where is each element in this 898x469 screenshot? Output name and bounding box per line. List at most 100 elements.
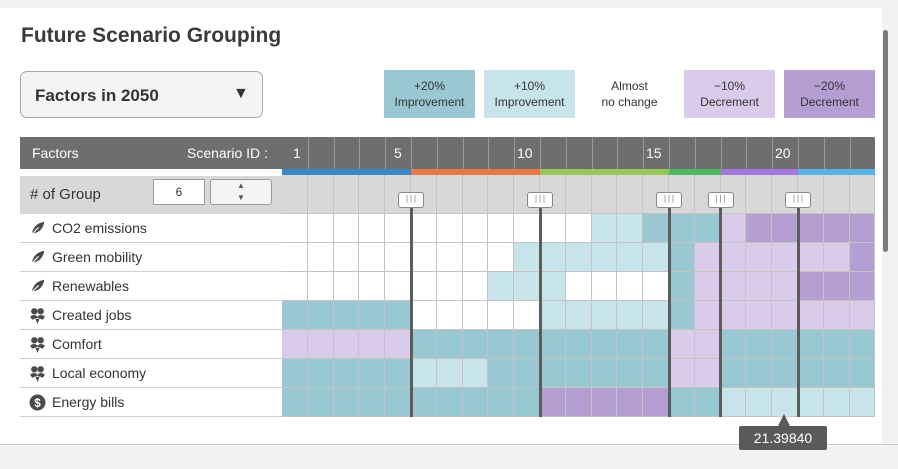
scenario-cell xyxy=(643,272,669,301)
scenario-cell xyxy=(746,243,773,272)
group-divider[interactable] xyxy=(719,200,723,417)
scenario-cell xyxy=(591,272,618,301)
factor-label: Comfort xyxy=(52,336,102,352)
header-column-separator xyxy=(565,137,567,169)
header-column-separator xyxy=(720,137,722,169)
vertical-scrollbar[interactable] xyxy=(883,30,888,252)
scenario-cell xyxy=(591,330,618,359)
group-divider-handle[interactable]: ∣∣∣ xyxy=(398,192,424,208)
scenario-cell xyxy=(514,330,540,359)
scenario-id-10: 10 xyxy=(517,145,533,161)
group-cell xyxy=(565,175,592,214)
scenario-cell xyxy=(669,214,695,243)
scenario-cell xyxy=(643,301,669,330)
legend-text: Improvement xyxy=(394,95,465,109)
group-divider[interactable] xyxy=(796,200,800,417)
scenario-cell xyxy=(720,214,747,243)
scenario-cell xyxy=(462,359,489,388)
scenario-cell xyxy=(359,330,386,359)
scenario-cell xyxy=(849,301,876,330)
scenario-cell xyxy=(514,301,540,330)
header-column-separator xyxy=(617,137,619,169)
scenario-cell xyxy=(488,388,515,417)
group-divider[interactable] xyxy=(538,200,542,417)
scenario-cell xyxy=(643,388,669,417)
group-count-stepper[interactable]: ▲ ▼ xyxy=(210,179,272,205)
factor-row-energy-bills: $ Energy bills xyxy=(20,388,282,417)
group-cell xyxy=(307,175,334,214)
scenario-cell xyxy=(772,243,798,272)
stepper-down-icon[interactable]: ▼ xyxy=(237,193,245,202)
scenario-cell xyxy=(514,359,540,388)
people-icon xyxy=(30,337,45,353)
scenario-cell xyxy=(359,214,386,243)
scenario-cell xyxy=(720,272,747,301)
header-column-separator xyxy=(591,137,593,169)
scenario-cell xyxy=(772,359,798,388)
scenario-cell xyxy=(514,214,540,243)
scenario-cell xyxy=(617,330,644,359)
scenario-cell xyxy=(591,214,618,243)
header-column-separator xyxy=(798,137,799,169)
scenario-cell xyxy=(823,214,850,243)
scenario-cell xyxy=(307,243,334,272)
scenario-cell xyxy=(591,359,618,388)
scenario-cell xyxy=(282,301,308,330)
group-divider-handle[interactable]: ∣∣∣ xyxy=(785,192,811,208)
legend-value: +10% xyxy=(513,79,546,93)
scenario-cell xyxy=(333,214,360,243)
group-cell xyxy=(359,175,386,214)
scenario-cell xyxy=(540,272,566,301)
factors-year-dropdown[interactable]: Factors in 2050 ▼ xyxy=(20,71,263,118)
scenario-cell xyxy=(772,272,798,301)
factor-row-renewables: Renewables xyxy=(20,272,282,301)
scenario-cell xyxy=(617,214,644,243)
scenario-cell xyxy=(333,388,360,417)
scenario-cell xyxy=(359,243,386,272)
scenario-cell xyxy=(282,243,308,272)
people-icon xyxy=(30,308,45,324)
group-divider[interactable] xyxy=(667,200,671,417)
header-column-separator xyxy=(385,137,387,169)
group-divider-handle[interactable]: ∣∣∣ xyxy=(656,192,682,208)
scenario-cell xyxy=(436,272,463,301)
group-count-input[interactable] xyxy=(153,179,205,205)
scenario-cell xyxy=(411,388,437,417)
scenario-cell xyxy=(307,388,334,417)
scenario-cell xyxy=(617,359,644,388)
scenario-cell xyxy=(772,214,798,243)
scenario-cell xyxy=(669,359,695,388)
group-divider[interactable] xyxy=(409,200,413,417)
scenario-cell xyxy=(540,214,566,243)
group-cell xyxy=(617,175,644,214)
scenario-cell xyxy=(565,243,592,272)
scenario-cell xyxy=(307,330,334,359)
scenario-cell xyxy=(823,243,850,272)
group-cell xyxy=(333,175,360,214)
scenario-cell xyxy=(823,272,850,301)
scenario-cell xyxy=(694,388,721,417)
group-divider-handle[interactable]: ∣∣∣ xyxy=(527,192,553,208)
group-cell xyxy=(746,175,773,214)
scenario-cell xyxy=(565,301,592,330)
scenario-cell xyxy=(385,214,411,243)
header-column-separator xyxy=(333,137,335,169)
scenario-cell xyxy=(333,330,360,359)
group-color-strip xyxy=(282,169,411,175)
scenario-cell xyxy=(540,330,566,359)
legend-text: Improvement xyxy=(494,95,565,109)
stepper-up-icon[interactable]: ▲ xyxy=(237,181,245,190)
scenario-cell xyxy=(694,214,721,243)
scenario-cell xyxy=(798,272,824,301)
group-color-strip xyxy=(720,169,798,175)
scenario-cell xyxy=(307,214,334,243)
scenario-cell xyxy=(385,272,411,301)
group-divider-handle[interactable]: ∣∣∣ xyxy=(707,192,734,208)
header-column-separator xyxy=(540,137,541,169)
scenario-cell xyxy=(694,272,721,301)
chevron-down-icon: ▼ xyxy=(233,85,249,102)
scenario-cell xyxy=(436,301,463,330)
scenario-cell xyxy=(385,330,411,359)
legend-improvement-20: +20% Improvement xyxy=(384,70,475,118)
people-icon xyxy=(30,366,45,382)
